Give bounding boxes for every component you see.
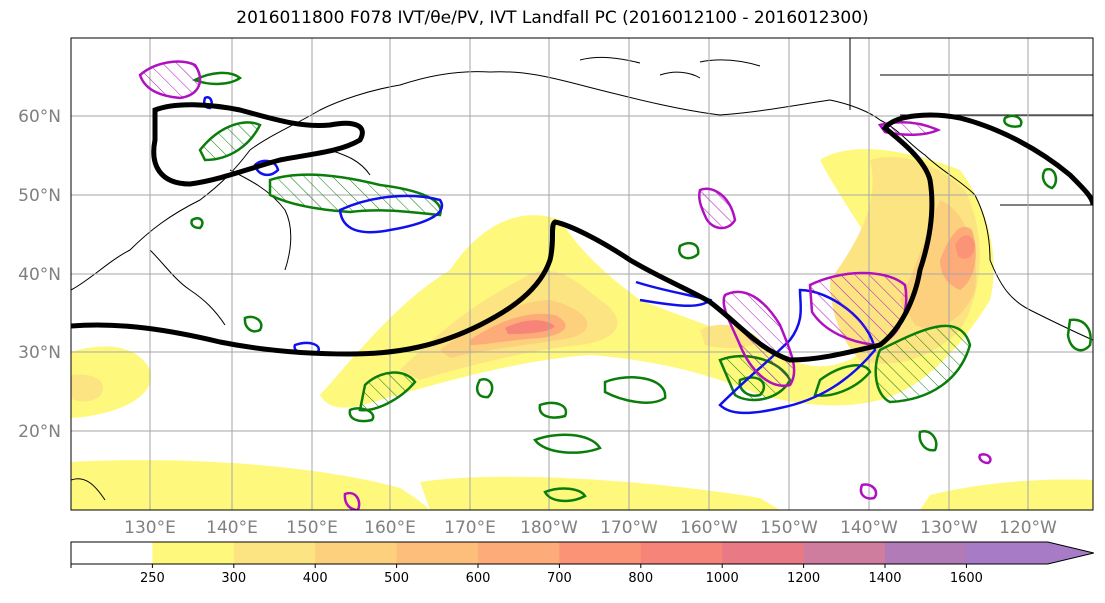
lon-label: 150°E	[286, 518, 338, 538]
lon-label: 160°W	[680, 518, 738, 538]
lat-label: 20°N	[18, 422, 61, 442]
lon-label: 170°E	[444, 518, 496, 538]
colorbar-swatch	[722, 542, 805, 564]
lon-label: 120°W	[999, 518, 1057, 538]
colorbar-swatch	[966, 542, 1049, 564]
lon-label: 130°E	[124, 518, 176, 538]
colorbar-tick-label: 300	[221, 571, 246, 586]
colorbar-extend-arrow	[1047, 542, 1094, 564]
ivt-shading	[71, 149, 1093, 510]
map-frame	[70, 37, 1094, 511]
colorbar-tick-label: 250	[140, 571, 165, 586]
colorbar-swatch	[885, 542, 967, 564]
lon-label: 130°W	[920, 518, 978, 538]
colorbar-tick-label: 500	[384, 571, 409, 586]
lat-label: 30°N	[18, 343, 61, 363]
colorbar-swatch	[396, 542, 479, 564]
colorbar: 250 300 400 500 600 700 800 1000 1200 1400 1600	[70, 541, 1094, 586]
lon-label: 170°W	[600, 518, 658, 538]
lat-labels: 60°N 50°N 40°N 30°N 20°N	[18, 107, 61, 442]
colorbar-swatch	[640, 542, 723, 564]
colorbar-tick-label: 700	[547, 571, 572, 586]
colorbar-tick-label: 1200	[787, 571, 820, 586]
colorbar-swatch	[233, 542, 316, 564]
colorbar-swatch	[803, 542, 886, 564]
colorbar-swatch	[152, 542, 235, 564]
colorbar-outline	[70, 541, 1094, 565]
colorbar-tick-label: 1600	[950, 571, 983, 586]
colorbar-tick-label: 1000	[706, 571, 739, 586]
ivt-landfall-contour	[71, 102, 1093, 363]
lon-label: 180°W	[520, 518, 578, 538]
colorbar-swatch	[315, 542, 398, 564]
lon-label: 140°E	[206, 518, 258, 538]
lon-label: 160°E	[364, 518, 416, 538]
theta-e-contours	[190, 71, 1092, 503]
colorbar-swatch	[478, 542, 560, 564]
lon-label: 140°W	[840, 518, 898, 538]
lat-label: 60°N	[18, 107, 61, 127]
colorbar-tick-label: 400	[303, 571, 328, 586]
lon-label: 150°W	[760, 518, 818, 538]
coastlines	[71, 38, 1093, 501]
map-title: 2016011800 F078 IVT/θe/PV, IVT Landfall …	[236, 8, 869, 28]
colorbar-tick-label: 1400	[868, 571, 901, 586]
pv-magenta-contours	[138, 60, 992, 510]
lat-label: 50°N	[18, 186, 61, 206]
colorbar-tick-label: 600	[466, 571, 491, 586]
lon-labels: 130°E 140°E 150°E 160°E 170°E 180°W 170°…	[124, 518, 1057, 538]
colorbar-swatch	[559, 542, 642, 564]
colorbar-tick-label: 800	[628, 571, 653, 586]
colorbar-swatch	[71, 542, 153, 564]
lat-label: 40°N	[18, 265, 61, 285]
